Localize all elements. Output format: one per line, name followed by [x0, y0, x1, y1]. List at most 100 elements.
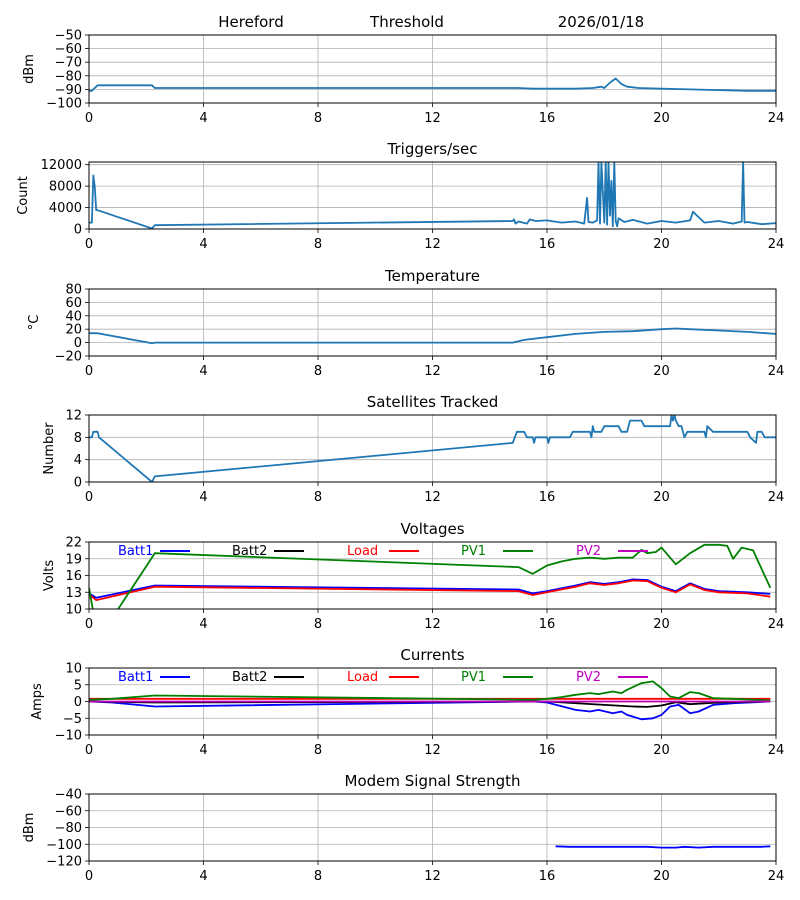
x-tick-label: 12 [424, 869, 441, 884]
series-line-load [89, 579, 771, 601]
x-tick-label: 12 [424, 617, 441, 632]
series-group [555, 845, 771, 849]
legend-label-pv1: PV1 [461, 670, 486, 685]
y-axis-label: Volts [42, 560, 57, 592]
series-line-triggers [89, 162, 776, 229]
x-tick-label: 4 [199, 617, 207, 632]
x-tick-label: 24 [768, 869, 785, 884]
panel-title: Temperature [384, 267, 480, 285]
y-tick-label: −70 [55, 56, 82, 71]
report-name: Threshold [369, 13, 444, 31]
x-tick-label: 0 [85, 364, 93, 379]
series-line-pv1 [89, 543, 772, 609]
y-axis-label: Number [42, 422, 57, 475]
legend-label-batt1: Batt1 [118, 544, 153, 559]
x-tick-label: 16 [539, 743, 556, 758]
x-tick-label: 24 [768, 490, 785, 505]
x-tick-label: 16 [539, 237, 556, 252]
panel-threshold: 0 4 8 12 16 20 24 −100−90−80−70−60−50 dBm [22, 29, 784, 127]
series-group [89, 543, 772, 609]
y-tick-label: 40 [65, 309, 82, 324]
legend-label-batt2: Batt2 [232, 670, 267, 685]
x-tick-label: 20 [653, 490, 670, 505]
x-tick-label: 24 [768, 617, 785, 632]
y-tick-label: −50 [55, 29, 82, 44]
y-tick-label: 12000 [41, 158, 82, 173]
y-tick-label: 5 [74, 678, 82, 693]
x-tick-label: 16 [539, 869, 556, 884]
x-tick-label: 8 [314, 364, 322, 379]
x-tick-label: 0 [85, 490, 93, 505]
x-tick-label: 4 [199, 743, 207, 758]
legend-label-pv2: PV2 [576, 670, 601, 685]
y-tick-label: 22 [65, 536, 82, 551]
figure-header: Hereford Threshold 2026/01/18 [218, 13, 644, 31]
x-tick-label: 0 [85, 111, 93, 126]
y-tick-label: −20 [55, 350, 82, 365]
y-tick-label: −60 [55, 42, 82, 57]
series-group [89, 162, 776, 229]
x-tick-label: 4 [199, 237, 207, 252]
x-tick-label: 12 [424, 111, 441, 126]
y-tick-label: −80 [55, 821, 82, 836]
x-tick-label: 24 [768, 237, 785, 252]
y-tick-label: 10 [65, 662, 82, 677]
series-line-temperature [89, 327, 776, 345]
y-tick-label: −60 [55, 804, 82, 819]
y-tick-label: 0 [74, 695, 82, 710]
x-tick-label: 24 [768, 111, 785, 126]
panel-title: Satellites Tracked [367, 393, 498, 411]
panel-triggers: 0 4 8 12 16 20 24 0 4000 8000 12000 Count Triggers/s… [16, 140, 784, 252]
y-tick-label: 4 [74, 453, 82, 468]
station-name: Hereford [218, 13, 283, 31]
y-tick-label: 60 [65, 296, 82, 311]
series-line-modem [555, 845, 771, 849]
x-tick-label: 0 [85, 617, 93, 632]
y-axis-label: dBm [22, 813, 37, 843]
x-tick-label: 20 [653, 111, 670, 126]
y-axis-label: Count [16, 176, 31, 215]
series-group [89, 680, 771, 721]
series-line-threshold [89, 77, 776, 92]
x-tick-label: 20 [653, 617, 670, 632]
panel-title: Voltages [400, 520, 464, 538]
y-tick-label: −5 [63, 712, 82, 727]
panel-title: Modem Signal Strength [345, 772, 521, 790]
x-tick-label: 8 [314, 743, 322, 758]
series-line-satellites [89, 415, 776, 482]
y-tick-label: 0 [74, 223, 82, 238]
y-tick-label: 4000 [49, 201, 82, 216]
panel-title: Currents [400, 646, 464, 664]
y-tick-label: 12 [65, 409, 82, 424]
y-tick-label: 16 [65, 569, 82, 584]
y-tick-label: 80 [65, 283, 82, 298]
y-tick-label: 8 [74, 431, 82, 446]
x-tick-label: 12 [424, 490, 441, 505]
x-tick-label: 8 [314, 490, 322, 505]
y-tick-label: 20 [65, 323, 82, 338]
y-axis-label: °C [27, 315, 42, 331]
legend-label-load: Load [347, 670, 378, 685]
x-tick-label: 20 [653, 743, 670, 758]
x-tick-label: 8 [314, 111, 322, 126]
legend-label-batt2: Batt2 [232, 544, 267, 559]
legend-label-load: Load [347, 544, 378, 559]
legend-label-pv1: PV1 [461, 544, 486, 559]
x-tick-label: 12 [424, 743, 441, 758]
y-tick-label: 8000 [49, 180, 82, 195]
x-tick-label: 12 [424, 237, 441, 252]
x-tick-label: 20 [653, 364, 670, 379]
report-date: 2026/01/18 [558, 13, 644, 31]
x-tick-label: 8 [314, 237, 322, 252]
x-tick-label: 16 [539, 617, 556, 632]
x-tick-label: 16 [539, 364, 556, 379]
y-tick-label: −90 [55, 83, 82, 98]
x-tick-label: 8 [314, 617, 322, 632]
x-tick-label: 4 [199, 869, 207, 884]
x-tick-label: 16 [539, 490, 556, 505]
y-axis-label: Amps [30, 683, 45, 720]
series-line-pv1 [89, 680, 771, 702]
x-tick-label: 24 [768, 364, 785, 379]
